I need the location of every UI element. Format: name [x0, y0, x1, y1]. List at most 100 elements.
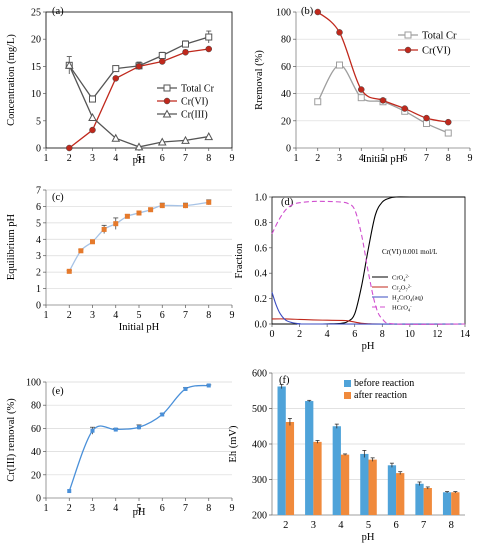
annotation-text: Cr(VI) 0.001 mol/L	[382, 248, 437, 256]
data-point	[135, 63, 143, 70]
bar	[340, 454, 350, 515]
x-tick-label: 2	[67, 153, 72, 164]
data-point	[89, 126, 96, 134]
x-tick-label: 10	[405, 329, 415, 340]
legend-label: before reaction	[354, 378, 414, 389]
data-point	[182, 49, 189, 56]
y-tick-label: 0.0	[255, 320, 268, 331]
x-tick-label: 0	[270, 329, 275, 340]
legend-label-part: -	[410, 303, 412, 308]
legend-label: Cr(VI)	[422, 46, 451, 57]
data-point	[78, 248, 84, 254]
plot-frame	[271, 196, 466, 325]
data-point	[206, 383, 211, 388]
x-tick-label: 6	[160, 153, 165, 164]
y-tick-label: 20	[31, 35, 41, 46]
x-tick-label: 7	[424, 153, 429, 164]
data-point	[358, 86, 365, 93]
y-tick-label: 1	[36, 284, 41, 295]
y-tick-label: 20	[281, 116, 291, 127]
y-axis-label: Eh (mV)	[228, 425, 239, 463]
bar	[277, 386, 286, 515]
legend-label: Total Cr	[181, 84, 215, 95]
bar	[415, 483, 424, 515]
y-tick-label: 100	[26, 378, 41, 389]
y-tick-label: 60	[281, 62, 291, 73]
y-axis-label: Rremoval (%)	[254, 50, 265, 110]
data-point	[124, 213, 130, 219]
x-tick-label: 1	[44, 310, 49, 321]
data-point	[423, 120, 430, 128]
x-tick-label: 9	[468, 153, 473, 164]
data-point	[205, 33, 213, 41]
legend-label-part: 2	[399, 287, 401, 292]
data-point	[401, 105, 408, 112]
legend-label-part: H	[392, 295, 397, 302]
legend-marker	[162, 109, 172, 118]
bar	[396, 473, 405, 515]
data-point	[182, 40, 189, 48]
y-tick-label: 0.2	[255, 294, 268, 305]
data-point	[157, 137, 167, 146]
chart-panel-4: 0.00.20.40.60.81.00 2 4 6 8 10 12 14pHFraction(…	[234, 193, 470, 353]
legend-label-part: CrO	[399, 295, 411, 302]
y-tick-label: 7	[36, 186, 41, 197]
x-axis-label: Initial pH	[363, 154, 404, 165]
x-tick-label: 7	[183, 310, 188, 321]
y-tick-label: 0.4	[255, 269, 268, 280]
x-axis-label: pH	[362, 532, 375, 543]
y-tick-label: 200	[252, 511, 267, 522]
bar	[368, 459, 377, 515]
x-tick-label: 4	[113, 310, 118, 321]
legend-label-part: 4	[410, 297, 413, 302]
x-axis-label: Initial pH	[119, 322, 160, 333]
data-point	[137, 425, 141, 430]
y-tick-label: 600	[252, 369, 267, 380]
data-point	[206, 199, 212, 205]
y-tick-label: 80	[31, 401, 41, 412]
x-tick-label: 8	[446, 153, 451, 164]
bar	[332, 426, 341, 515]
x-tick-label: 4	[113, 153, 118, 164]
x-tick-label: 2	[67, 310, 72, 321]
y-tick-label: 6	[36, 202, 41, 213]
x-tick-label: 4	[338, 520, 344, 531]
legend-label: Cr2O72-	[392, 283, 412, 292]
bar	[451, 492, 460, 515]
x-tick-label: 9	[230, 153, 235, 164]
y-tick-label: 60	[31, 424, 41, 435]
data-point	[89, 95, 96, 103]
data-point	[112, 75, 119, 82]
y-tick-label: 1.0	[255, 193, 268, 204]
x-tick-label: 3	[90, 503, 95, 514]
data-point	[90, 428, 95, 433]
chart-panel-2: 0 20 40 60 80 100 1 2 3 4 5 6 7 8 9 Initial pH Rremoval …	[254, 6, 473, 165]
y-tick-label: 4	[36, 235, 41, 246]
x-tick-label: 5	[366, 520, 371, 531]
legend-label: after reaction	[354, 390, 407, 401]
data-point	[111, 133, 121, 142]
data-point	[112, 65, 120, 73]
x-tick-label: 9	[230, 310, 235, 321]
y-tick-label: 40	[31, 447, 41, 458]
x-tick-label: 7	[183, 503, 188, 514]
series-line	[271, 318, 466, 325]
legend-label-part: (aq)	[412, 295, 422, 302]
x-tick-label: 6	[393, 520, 398, 531]
x-tick-label: 2	[297, 329, 302, 340]
data-point	[136, 210, 142, 216]
panel-label: (d)	[281, 197, 294, 208]
legend-label-part: 2	[397, 297, 399, 302]
series-line	[272, 196, 465, 325]
legend-label-part: 4	[408, 307, 411, 312]
data-point	[423, 114, 430, 122]
x-tick-label: 3	[90, 310, 95, 321]
data-point	[66, 268, 72, 274]
data-point	[444, 129, 452, 137]
series-line	[68, 384, 209, 492]
data-point	[160, 412, 165, 417]
x-tick-label: 12	[432, 329, 442, 340]
data-point	[101, 226, 107, 232]
